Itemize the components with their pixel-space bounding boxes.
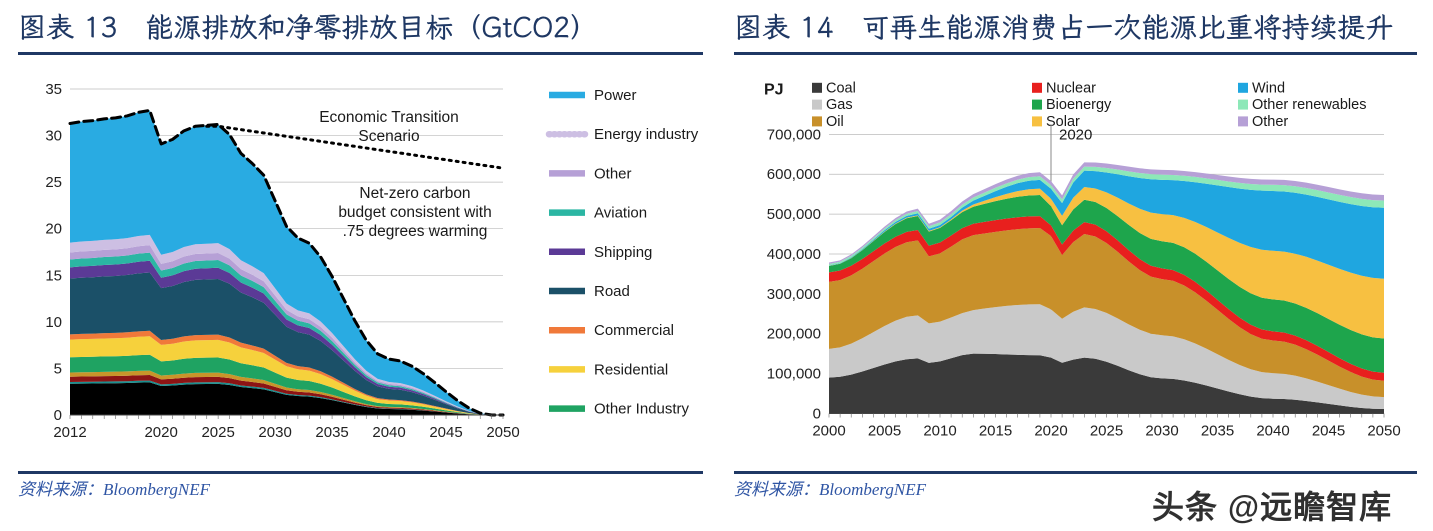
svg-text:2045: 2045	[429, 424, 462, 441]
svg-text:Gas: Gas	[826, 97, 853, 113]
svg-text:30: 30	[45, 128, 62, 145]
svg-text:Aviation: Aviation	[594, 205, 647, 222]
svg-text:2025: 2025	[1090, 422, 1123, 439]
svg-text:Nuclear: Nuclear	[1046, 80, 1096, 96]
svg-text:Residential: Residential	[594, 361, 668, 378]
svg-text:2030: 2030	[258, 424, 291, 441]
svg-text:600,000: 600,000	[767, 166, 821, 183]
svg-text:Road: Road	[594, 283, 630, 300]
svg-text:Bioenergy: Bioenergy	[1046, 97, 1112, 113]
svg-text:Oil: Oil	[826, 114, 844, 130]
svg-text:PJ: PJ	[764, 81, 784, 98]
svg-text:700,000: 700,000	[767, 126, 821, 143]
svg-text:2030: 2030	[1145, 422, 1178, 439]
svg-text:Shipping: Shipping	[594, 244, 652, 261]
svg-text:.75 degrees warming: .75 degrees warming	[343, 223, 488, 240]
svg-text:0: 0	[813, 405, 821, 422]
svg-text:25: 25	[45, 174, 62, 191]
svg-text:Net-zero carbon: Net-zero carbon	[359, 185, 470, 202]
svg-text:100,000: 100,000	[767, 366, 821, 383]
svg-text:2005: 2005	[868, 422, 901, 439]
svg-text:2040: 2040	[1256, 422, 1289, 439]
svg-text:2025: 2025	[201, 424, 234, 441]
svg-text:2050: 2050	[486, 424, 519, 441]
svg-text:Energy industry: Energy industry	[594, 126, 699, 143]
svg-text:2012: 2012	[53, 424, 86, 441]
svg-text:2000: 2000	[812, 422, 845, 439]
svg-text:Other renewables: Other renewables	[1252, 97, 1366, 113]
svg-text:Scenario: Scenario	[358, 128, 419, 145]
svg-text:Power: Power	[594, 87, 637, 104]
svg-text:300,000: 300,000	[767, 286, 821, 303]
svg-text:2050: 2050	[1367, 422, 1400, 439]
svg-text:200,000: 200,000	[767, 326, 821, 343]
svg-text:2020: 2020	[144, 424, 177, 441]
svg-text:15: 15	[45, 267, 62, 284]
svg-text:2020: 2020	[1059, 126, 1092, 143]
svg-text:Coal: Coal	[826, 80, 856, 96]
svg-text:Wind: Wind	[1252, 80, 1285, 96]
svg-text:2035: 2035	[1201, 422, 1234, 439]
svg-text:Other: Other	[594, 165, 632, 182]
svg-text:35: 35	[45, 81, 62, 98]
svg-text:10: 10	[45, 314, 62, 331]
svg-text:2035: 2035	[315, 424, 348, 441]
svg-text:20: 20	[45, 221, 62, 238]
svg-text:2010: 2010	[923, 422, 956, 439]
svg-text:500,000: 500,000	[767, 206, 821, 223]
svg-text:2045: 2045	[1312, 422, 1345, 439]
svg-text:400,000: 400,000	[767, 246, 821, 263]
svg-text:5: 5	[54, 360, 62, 377]
svg-text:Other Industry: Other Industry	[594, 401, 690, 418]
svg-text:0: 0	[54, 407, 62, 424]
svg-text:2040: 2040	[372, 424, 405, 441]
svg-text:budget consistent with: budget consistent with	[338, 204, 491, 221]
svg-text:2020: 2020	[1034, 422, 1067, 439]
svg-text:2015: 2015	[979, 422, 1012, 439]
svg-text:Economic Transition: Economic Transition	[319, 109, 459, 126]
svg-text:Commercial: Commercial	[594, 322, 674, 339]
svg-text:Other: Other	[1252, 114, 1288, 130]
